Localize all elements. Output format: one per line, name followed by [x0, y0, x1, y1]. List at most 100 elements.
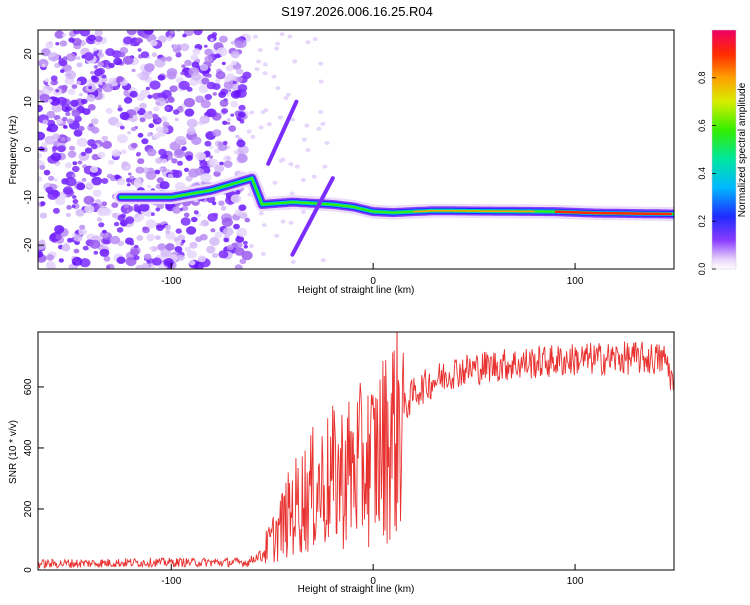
- spectrogram-noise-blob: [158, 148, 167, 156]
- spectrogram-noise-blob: [249, 110, 255, 115]
- spectrogram-noise-blob: [52, 133, 60, 140]
- spectrogram-noise-blob: [165, 106, 170, 110]
- colorbar-tick-label: 0.0: [697, 263, 707, 276]
- spectrogram-noise-blob: [114, 174, 120, 180]
- spectrogram-noise-blob: [260, 251, 266, 256]
- spectrogram-noise-blob: [204, 140, 212, 147]
- spectrogram-noise-blob: [173, 148, 185, 159]
- spectrogram-noise-blob: [223, 160, 233, 168]
- spectrogram-noise-blob: [222, 140, 228, 146]
- spectrogram-noise-blob: [320, 121, 326, 126]
- spectrogram-noise-blob: [235, 134, 240, 139]
- spectrogram-noise-blob: [48, 52, 60, 62]
- spectrogram-noise-blob: [116, 256, 126, 264]
- spectrogram-noise-blob: [57, 145, 66, 153]
- spectrogram-noise-blob: [174, 246, 183, 253]
- snr-x-label: Height of straight line (km): [298, 584, 415, 595]
- spectrogram-noise-blob: [46, 254, 54, 261]
- colorbar-tick-label: 0.8: [697, 72, 707, 85]
- spectrogram-noise-blob: [126, 183, 131, 187]
- colorbar-label: Normalized spectral amplitude: [737, 82, 748, 217]
- spectrogram-noise-blob: [106, 265, 111, 269]
- spectrogram-noise-blob: [231, 60, 237, 66]
- spectrogram-noise-blob: [199, 222, 204, 226]
- spectrogram-noise-blob: [94, 30, 103, 37]
- spectrogram-noise-blob: [214, 53, 221, 59]
- spectrogram-noise-blob: [99, 248, 110, 257]
- spectrogram-noise-blob: [139, 102, 147, 110]
- spectrogram-noise-blob: [160, 248, 172, 258]
- spectrogram-noise-blob: [117, 104, 122, 108]
- spectrogram-x-axis: -100 0 100: [161, 263, 584, 287]
- spectrogram-noise-blob: [87, 104, 96, 111]
- spectrogram-noise-blob: [161, 89, 172, 99]
- spectrogram-noise-blob: [64, 106, 70, 111]
- spectrogram-noise-blob: [98, 49, 103, 53]
- spectrogram-noise-blob: [115, 86, 120, 90]
- spectrogram-noise-blob: [316, 126, 322, 131]
- spectrogram-noise-blob: [219, 35, 228, 43]
- spectrogram-noise-blob: [54, 225, 65, 234]
- spectrogram-noise-blob: [61, 244, 71, 252]
- y-tick-label: -10: [23, 190, 34, 205]
- spectrogram-noise-blob: [305, 40, 311, 45]
- spectrogram-tone-track: [113, 99, 674, 257]
- spectrogram-noise-blob: [126, 30, 137, 35]
- spectrogram-noise-blob: [87, 34, 96, 42]
- spectrogram-noise-blob: [91, 76, 100, 83]
- spectrogram-noise-blob: [222, 120, 228, 126]
- spectrogram-noise-blob: [219, 99, 229, 107]
- spectrogram-noise-blob: [206, 245, 216, 254]
- spectrogram-noise-blob: [184, 108, 195, 117]
- spectrogram-noise-blob: [166, 37, 172, 42]
- spectrogram-noise-blob: [210, 228, 216, 233]
- spectrogram-noise-blob: [280, 219, 286, 224]
- spectrogram-noise-blob: [58, 258, 64, 263]
- spectrogram-noise-blob: [236, 76, 243, 83]
- spectrogram-noise-blob: [65, 111, 71, 117]
- spectrogram-noise-blob: [249, 244, 254, 248]
- spectrogram-noise-blob: [258, 125, 264, 130]
- spectrogram-noise-blob: [47, 190, 59, 200]
- spectrogram-noise-blob: [45, 261, 56, 269]
- spectrogram-noise-blob: [45, 41, 54, 49]
- spectrogram-noise-blob: [130, 248, 140, 256]
- spectrogram-noise-blob: [183, 97, 195, 108]
- spectrogram-noise-blob: [204, 48, 213, 56]
- spectrogram-noise-blob: [139, 117, 146, 123]
- spectrogram-noise-blob: [262, 71, 268, 76]
- spectrogram-noise-blob: [205, 222, 209, 226]
- spectrogram-noise-blob: [157, 243, 167, 251]
- spectrogram-noise-blob: [68, 37, 75, 43]
- spectrogram-noise-blob: [90, 118, 99, 125]
- spectrogram-noise-blob: [129, 241, 135, 246]
- spectrogram-noise-blob: [125, 216, 135, 224]
- spectrogram-noise-blob: [225, 65, 234, 72]
- spectrogram-noise-blob: [71, 109, 81, 118]
- spectrogram-noise-blob: [230, 90, 241, 99]
- spectrogram-noise-blob: [79, 93, 83, 97]
- spectrogram-noise-blob: [48, 86, 54, 92]
- spectrogram-noise-blob: [48, 175, 55, 181]
- spectrogram-noise-blob: [221, 61, 226, 66]
- spectrogram-noise-blob: [162, 121, 170, 128]
- spectrogram-noise-blob: [117, 107, 123, 112]
- spectrogram-noise-blob: [133, 178, 142, 185]
- spectrogram-noise-blob: [222, 227, 234, 237]
- spectrogram-noise-blob: [277, 115, 283, 120]
- spectrogram-noise-blob: [76, 62, 83, 68]
- spectrogram-noise-blob: [193, 30, 203, 36]
- spectrogram-noise-blob: [294, 164, 300, 169]
- spectrogram-noise-blob: [285, 92, 291, 97]
- spectrogram-noise-blob: [60, 137, 66, 142]
- spectrogram-noise-blob: [145, 219, 157, 229]
- spectrogram-noise-blob: [218, 200, 225, 206]
- spectrogram-noise-blob: [73, 30, 81, 35]
- spectrogram-noise-blob: [266, 122, 272, 127]
- spectrogram-noise-blob: [136, 73, 142, 78]
- spectrogram-noise-blob: [74, 115, 82, 123]
- spectrogram-noise-blob: [230, 50, 240, 59]
- spectrogram-noise-blob: [102, 83, 114, 93]
- spectrogram-noise-blob: [119, 125, 125, 130]
- spectrogram-noise-blob: [41, 142, 48, 148]
